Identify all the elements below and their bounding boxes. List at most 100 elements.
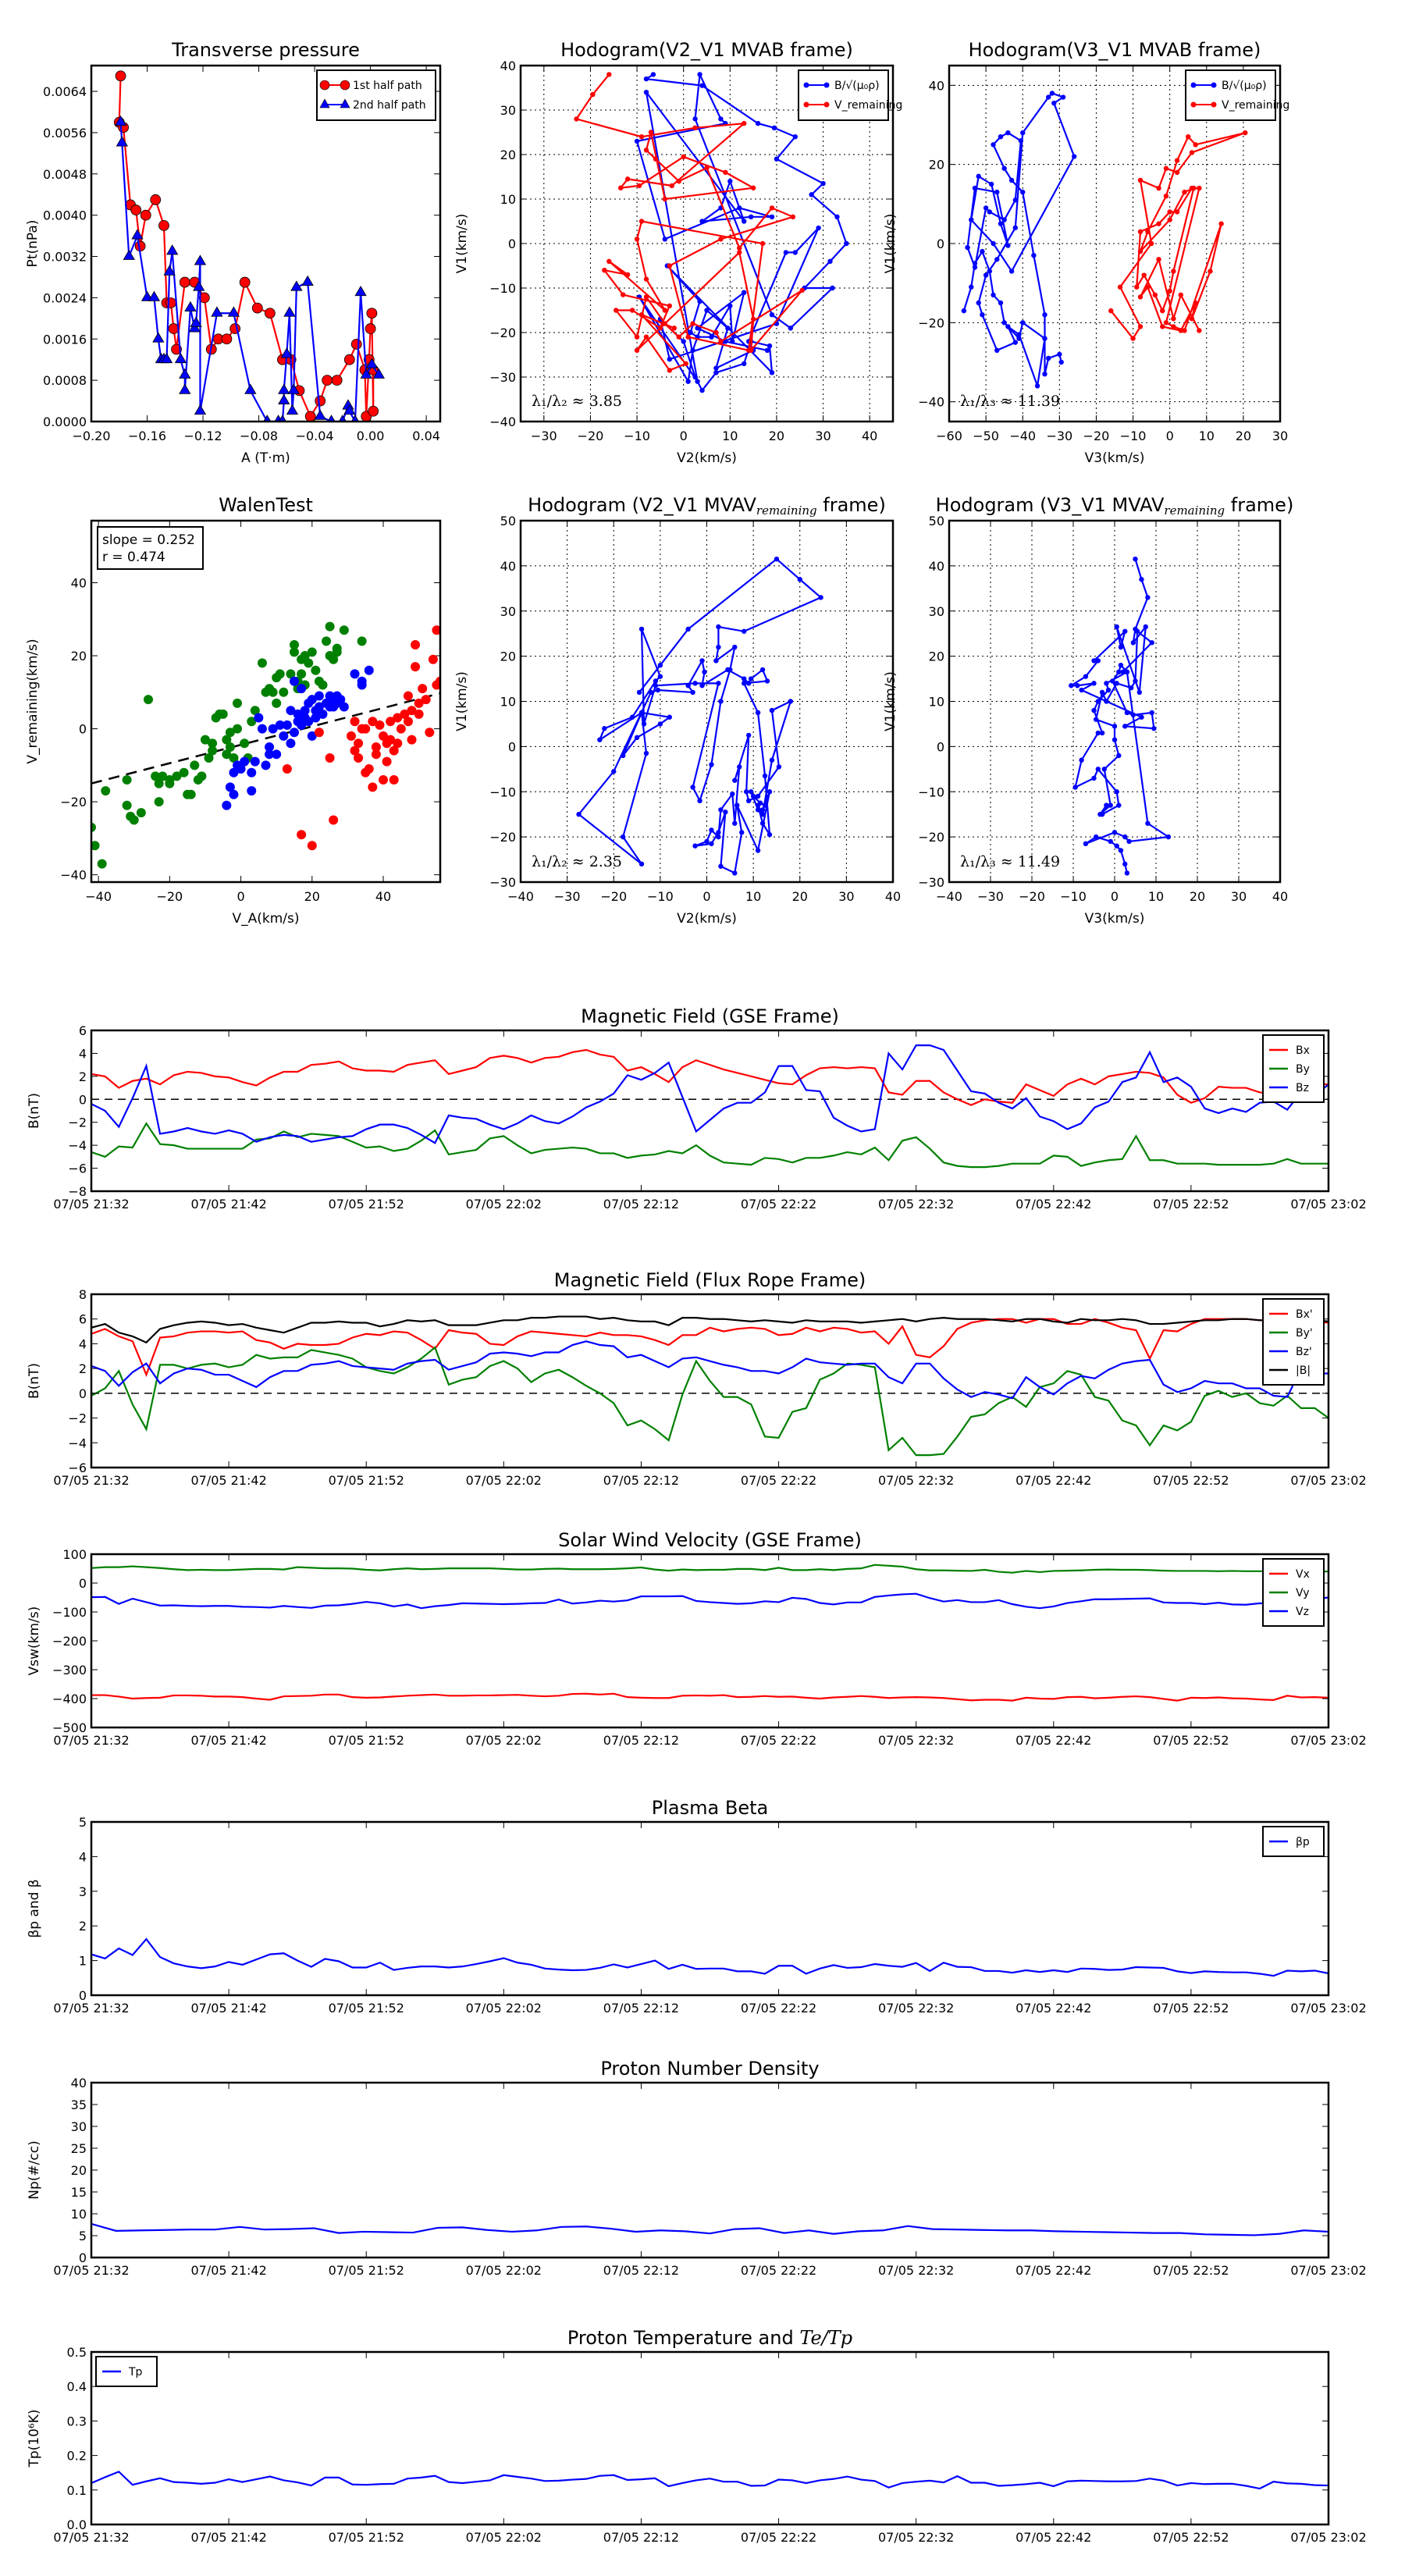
data-point (1139, 577, 1144, 582)
chart-title: Hodogram(V3_V1 MVAB frame) (969, 39, 1261, 61)
data-point (1197, 328, 1202, 333)
data-point (657, 721, 663, 727)
data-point (742, 120, 747, 126)
data-point (727, 303, 733, 308)
data-point (114, 115, 127, 126)
data-point (1167, 209, 1172, 215)
hodo_v2v1_mvav-frame (519, 519, 895, 884)
x-tick-label: 10 (722, 429, 738, 443)
y-tick-label: −4 (68, 1138, 87, 1153)
data-point (325, 621, 335, 632)
data-point (307, 695, 317, 705)
x-tick-label: 40 (885, 889, 901, 904)
data-point (1104, 802, 1109, 808)
y-tick-label: 3 (79, 1884, 87, 1899)
legend: 1st half path 2nd half path (316, 69, 436, 121)
x-tick-label: 30 (838, 889, 854, 904)
data-point (186, 789, 196, 799)
x-tick-label: 07/05 21:42 (190, 2263, 266, 2278)
y-tick-label: −20 (918, 830, 944, 845)
x-tick-label: 07/05 22:52 (1153, 2001, 1229, 2016)
data-point (657, 663, 663, 668)
data-point (643, 334, 649, 340)
data-point (748, 676, 754, 681)
plot-area (91, 2222, 1329, 2236)
y-axis-label: V1(km/s) (883, 214, 898, 274)
data-point (368, 782, 378, 792)
data-point (301, 275, 314, 286)
data-point (667, 303, 672, 308)
data-point (1208, 269, 1213, 274)
data-point (136, 808, 146, 818)
x-tick-label: 07/05 22:12 (603, 2263, 679, 2278)
vsw-frame (90, 1553, 1330, 1729)
chart-title: Hodogram (V3_V1 MVAVremaining frame) (936, 494, 1294, 518)
data-point (762, 802, 768, 808)
data-point (713, 658, 719, 664)
y-tick-label: 0.0032 (43, 250, 87, 265)
b_fr-frame (90, 1293, 1330, 1469)
y-tick-label: 0.3 (67, 2414, 87, 2428)
data-point (759, 240, 766, 247)
data-point (657, 674, 663, 679)
data-point (1046, 94, 1051, 100)
data-point (91, 822, 96, 832)
series-line-0 (577, 557, 823, 875)
legend-box (316, 69, 436, 121)
data-point (1069, 683, 1074, 688)
data-point (969, 284, 974, 290)
data-point (1095, 767, 1101, 772)
data-point (742, 361, 747, 367)
y-tick-label: 0 (79, 1988, 87, 2003)
x-tick-label: 07/05 22:22 (741, 2263, 816, 2278)
data-point (1083, 841, 1089, 847)
x-tick-label: 07/05 22:02 (466, 1197, 542, 1212)
series-line-Tp (91, 2471, 1329, 2490)
y-axis-label: βp and β (27, 1879, 42, 1937)
panel-b_fr: 07/05 21:32 07/05 21:42 07/05 21:52 07/05 2… (27, 1269, 1367, 1488)
x-tick-label: 30 (1272, 429, 1288, 443)
legend-label: V_remaining (1222, 99, 1289, 112)
legend-label: 1st half path (353, 80, 422, 92)
data-point (667, 714, 672, 720)
data-point (1136, 689, 1143, 696)
data-point (1117, 284, 1123, 290)
data-point (716, 624, 721, 630)
x-tick-label: 07/05 22:22 (741, 1197, 816, 1212)
y-tick-label: −6 (68, 1162, 87, 1176)
data-point (1112, 737, 1118, 742)
data-point (1182, 328, 1187, 333)
legend-label: |B| (1296, 1364, 1311, 1377)
x-tick-label: 07/05 21:42 (190, 2001, 266, 2016)
y-tick-label: 1 (79, 1954, 87, 1969)
x-tick-label: 07/05 23:02 (1290, 1197, 1366, 1212)
data-point (143, 695, 153, 705)
data-point (648, 689, 654, 696)
data-point (1091, 707, 1097, 713)
data-point (411, 662, 421, 672)
y-tick-label: 20 (500, 148, 516, 162)
x-tick-label: 07/05 22:32 (878, 1473, 954, 1488)
data-point (638, 861, 645, 867)
data-point (1133, 556, 1138, 562)
data-point (179, 383, 191, 394)
data-point (336, 695, 346, 705)
data-point (998, 300, 1004, 306)
data-point (759, 667, 766, 673)
x-tick-label: 07/05 22:42 (1016, 1473, 1091, 1488)
y-tick-label: 30 (71, 2119, 87, 2134)
data-point (991, 142, 996, 148)
data-point (638, 134, 645, 140)
hodo_v2v1_mvab-frame (519, 64, 895, 423)
y-tick-label: 0.2 (67, 2449, 87, 2464)
data-point (697, 298, 702, 304)
data-point (154, 778, 164, 788)
data-point (692, 843, 698, 849)
x-tick-label: −20 (600, 889, 627, 904)
panel-hodo_v2v1_mvav: −40 −30 −20 −10 0 10 20 30 40−30−20−100102030405… (454, 494, 901, 927)
data-point (1095, 730, 1101, 736)
x-axis-label: V2(km/s) (677, 450, 737, 466)
x-tick-label: 20 (792, 889, 808, 904)
plot-area (574, 71, 849, 393)
data-point (695, 379, 700, 384)
